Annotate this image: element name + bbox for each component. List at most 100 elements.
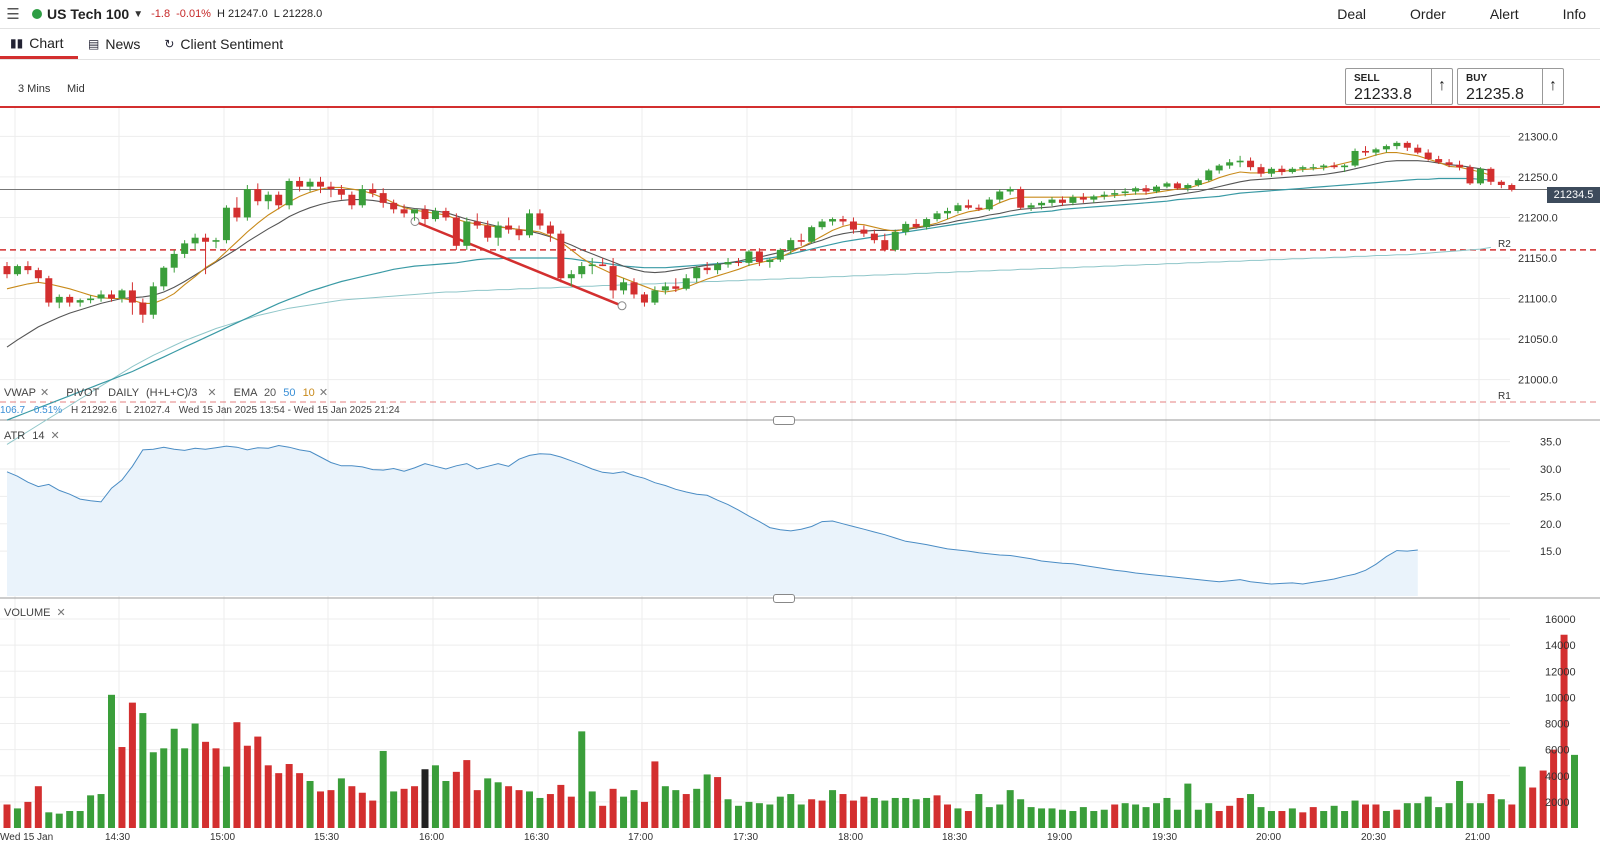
volume-bar [233,722,241,828]
atr-line [6,444,1418,585]
candle-body [1330,165,1338,168]
instrument-name[interactable]: US Tech 100 [47,6,130,22]
volume-bar [1079,807,1087,828]
volume-bar [118,747,126,828]
volume-bar [735,805,742,828]
candle [1414,144,1422,155]
candle-body [975,207,983,210]
candle [1288,167,1296,174]
candle [1121,188,1129,197]
candle-body [609,266,617,291]
close-icon[interactable]: ✕ [50,430,60,442]
close-icon[interactable]: ✕ [56,607,66,619]
hamburger-icon[interactable]: ☰ [6,6,20,23]
candle-body [222,207,230,241]
price-chart-top-border [0,106,1600,108]
chevron-down-icon[interactable]: ▼ [133,8,144,20]
tab-chart[interactable]: ▮▮ Chart [0,29,78,59]
volume-bar [933,795,941,828]
ema-label[interactable]: EMA [233,387,257,399]
alert-menu-item[interactable]: Alert [1489,6,1519,22]
candle [233,197,241,222]
volume-bar [1205,803,1213,828]
candle-body [1153,186,1160,192]
candle [1466,164,1474,186]
candle [390,199,398,214]
volume-label[interactable]: VOLUME [4,607,51,619]
instrument-header: ☰ US Tech 100 ▼ -1.8 -0.01% H 21247.0 L … [0,0,1600,29]
candle-body [1205,170,1213,181]
candle [24,261,32,275]
atr-axis-label: 30.0 [1540,464,1561,476]
candle [494,221,502,246]
volume-bar [1163,797,1171,828]
candle-body [1351,150,1359,166]
volume-bar [1299,812,1307,828]
volume-bar [1518,766,1526,828]
volume-bar [473,790,481,828]
panel-resize-handle[interactable] [773,416,795,425]
volume-bar [787,794,795,828]
volume-bar [682,794,690,828]
candle-body [400,209,408,214]
volume-bar [76,811,84,828]
candle-body [1341,165,1349,168]
close-icon[interactable]: ✕ [40,387,50,399]
candle-body [1372,149,1380,153]
atr-label[interactable]: ATR [4,430,26,442]
candlestick-series [3,141,1516,323]
volume-bar [1194,809,1202,828]
candle-body [996,191,1004,200]
x-axis-label: 16:00 [419,832,444,843]
vwap-label[interactable]: VWAP [4,387,36,399]
order-menu-item[interactable]: Order [1410,6,1446,22]
pivot-label[interactable]: PIVOT [66,387,100,399]
volume-bar [620,796,628,828]
candle-body [588,264,596,267]
candle [703,262,711,275]
candle [808,225,816,244]
candle-body [891,232,899,250]
volume-bar [609,788,617,828]
candle-body [860,229,868,234]
close-icon[interactable]: ✕ [207,387,217,399]
deal-menu-item[interactable]: Deal [1337,6,1367,22]
price-chart[interactable]: Wed 15 Jan 14:30 15:00 15:30 16:00 16:30 17:00… [0,108,1600,855]
pivot-label: R2 [1498,239,1511,250]
candle-body [1403,142,1411,148]
buy-button[interactable]: BUY 21235.8 ↑ [1457,68,1564,105]
price-axis-label: 21100.0 [1518,294,1557,306]
candle-body [212,240,220,242]
candle-body [1278,168,1286,173]
volume-bar [1424,796,1432,828]
timeframe-selector[interactable]: 3 Mins [18,83,51,95]
candle [891,229,899,252]
info-menu-item[interactable]: Info [1562,6,1586,22]
candle-body [1194,180,1202,186]
volume-bar [452,771,460,828]
volume-bar [1456,780,1464,828]
candle [860,225,868,237]
volume-bar [985,807,993,828]
candle-body [327,186,335,190]
panel-resize-handle[interactable] [773,594,795,603]
volume-bar [1414,803,1422,828]
volume-bar [431,765,439,828]
volume-bar [264,765,272,828]
price-type-selector[interactable]: Mid [67,83,85,95]
candle [1048,197,1056,207]
atr-period: 14 [32,430,45,442]
candle [745,249,753,267]
candle [599,257,607,267]
close-icon[interactable]: ✕ [318,387,329,399]
sell-button[interactable]: SELL 21233.8 ↑ [1345,68,1453,105]
candle-body [34,270,42,279]
x-axis-label: Wed 15 Jan [0,832,53,843]
candle [34,267,42,283]
candle [484,220,492,242]
volume-bar [912,799,920,828]
candle-body [1445,162,1453,165]
candle [1497,180,1505,189]
tab-news[interactable]: ▤ News [78,29,154,59]
tab-client-sentiment[interactable]: ↻ Client Sentiment [154,29,297,59]
